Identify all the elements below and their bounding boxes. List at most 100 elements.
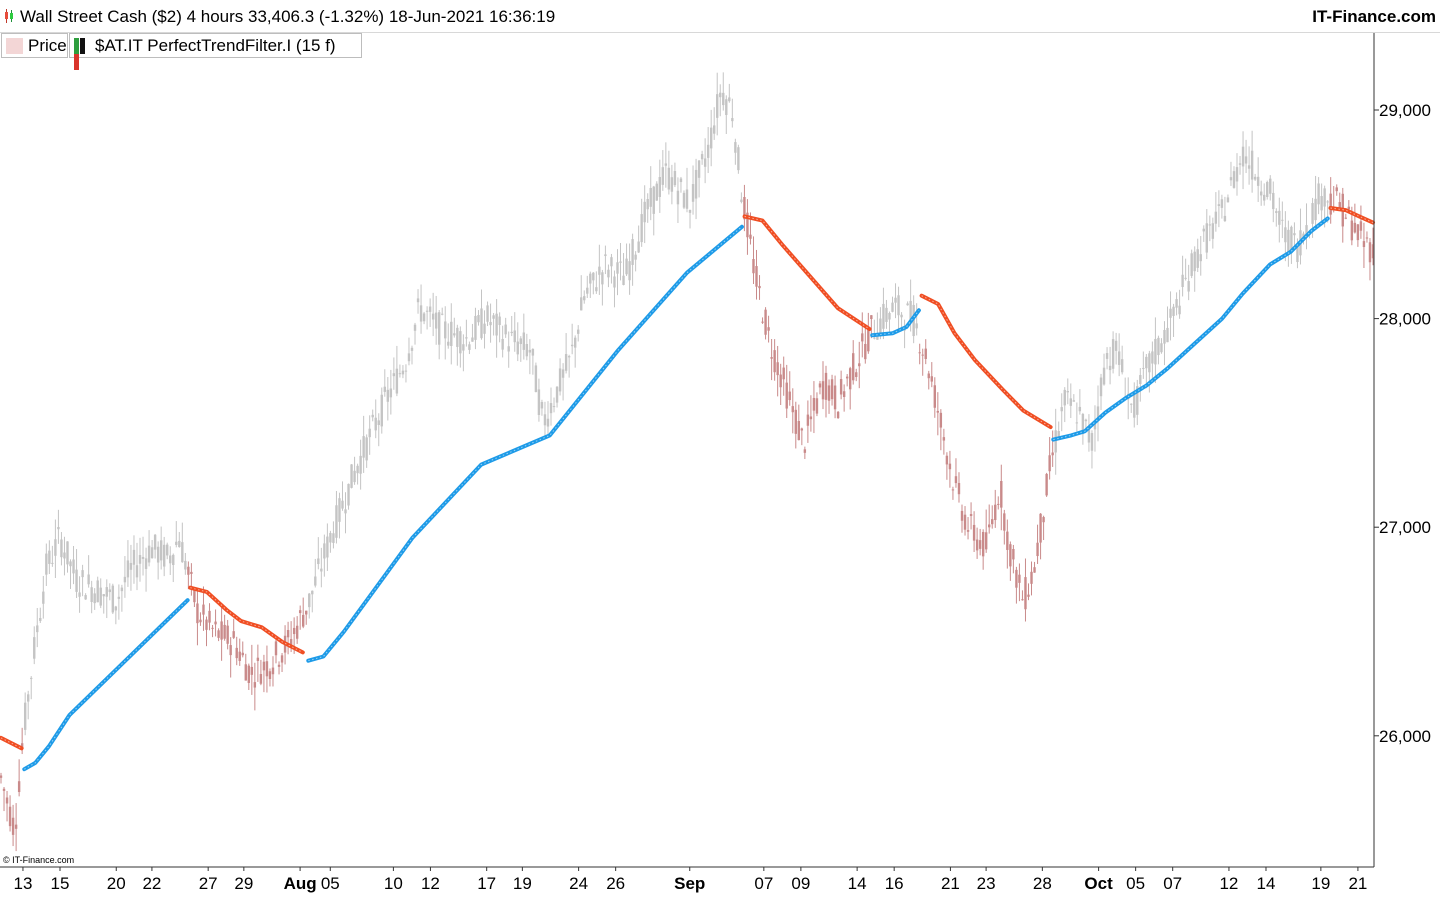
candle-body — [383, 386, 386, 392]
candle-body — [0, 775, 3, 778]
candle-body — [994, 504, 997, 521]
candle-body — [543, 414, 547, 426]
candle-body — [428, 306, 432, 312]
candle-body — [1226, 197, 1230, 203]
candle-body — [1263, 194, 1266, 201]
candle-body — [770, 357, 773, 359]
candle-body — [930, 376, 933, 382]
candle-body — [749, 234, 752, 239]
candle-body — [516, 341, 519, 355]
candle-body — [132, 549, 136, 565]
y-tick-label: 27,000 — [1379, 518, 1431, 537]
candle-body — [1154, 338, 1157, 365]
candle-body — [120, 587, 124, 592]
candle-body — [1335, 187, 1338, 192]
candle-body — [1241, 146, 1245, 167]
legend-price[interactable]: Price — [1, 33, 68, 58]
candle-body — [1102, 367, 1106, 385]
candle-body — [1281, 219, 1284, 221]
candle-body — [1114, 340, 1118, 351]
candle-body — [1145, 356, 1148, 369]
candle-body — [797, 420, 801, 441]
candle-body — [991, 519, 994, 525]
candle-body — [265, 661, 269, 677]
candle-body — [891, 302, 894, 312]
candle-body — [564, 354, 568, 371]
candle-body — [1205, 223, 1208, 253]
candle-body — [404, 370, 408, 372]
candle-body — [697, 160, 701, 178]
candle-body — [398, 373, 402, 375]
trend-filter-series — [0, 206, 1375, 772]
candle-body — [743, 197, 746, 220]
candle-body — [628, 261, 631, 281]
candle-body — [416, 298, 420, 303]
candle-body — [1202, 228, 1205, 232]
candle-body — [413, 324, 417, 331]
candle-body — [779, 374, 782, 388]
candle-body — [407, 353, 411, 362]
candle-body — [827, 385, 831, 401]
candle-body — [250, 666, 254, 675]
candle-body — [286, 630, 290, 638]
candle-body — [280, 655, 284, 663]
candle-body — [1229, 177, 1233, 181]
candle-body — [1084, 419, 1088, 422]
candle-body — [1214, 211, 1218, 224]
candle-body — [1247, 165, 1251, 169]
candle-body — [214, 621, 217, 625]
candle-body — [549, 403, 553, 414]
candle-body — [1172, 306, 1175, 316]
candle-body — [670, 177, 674, 192]
candle-body — [924, 348, 927, 359]
price-swatch-icon — [6, 38, 23, 54]
candle-body — [1290, 226, 1293, 253]
candle-body — [431, 313, 435, 320]
brand-name: IT-Finance.com — [1312, 7, 1436, 26]
copyright-notice: © IT-Finance.com — [3, 855, 75, 865]
candle-body — [66, 541, 69, 565]
candle-body — [1009, 544, 1012, 567]
candle-body — [117, 596, 121, 599]
candle-body — [1232, 171, 1236, 188]
candle-body — [528, 349, 532, 353]
candle-body — [359, 455, 362, 474]
candle-body — [57, 526, 60, 530]
candle-body — [870, 315, 873, 320]
candle-body — [274, 641, 278, 656]
candle-body — [380, 394, 383, 427]
candle-body — [17, 781, 21, 793]
candle-body — [1075, 422, 1079, 424]
candle-body — [1275, 211, 1278, 213]
candle-body — [598, 266, 601, 275]
candle-body — [60, 539, 63, 558]
candle-body — [604, 254, 607, 257]
candle-body — [1184, 277, 1187, 279]
candle-body — [951, 489, 955, 491]
candle-body — [78, 592, 81, 597]
candle-body — [673, 170, 677, 186]
candle-body — [422, 313, 426, 322]
candle-body — [1311, 203, 1314, 224]
trend-segment-down-6 — [919, 293, 1053, 430]
candle-body — [1250, 150, 1254, 180]
candle-body — [202, 604, 205, 615]
candle-body — [1039, 513, 1042, 543]
candle-body — [36, 625, 39, 633]
candle-body — [906, 303, 909, 306]
candle-body — [909, 300, 912, 323]
candle-body — [365, 437, 368, 461]
candle-body — [1066, 391, 1069, 393]
candle-body — [166, 544, 169, 556]
candle-body — [1353, 222, 1357, 233]
candle-body — [1090, 433, 1094, 451]
legend-indicator[interactable]: $AT.IT PerfectTrendFilter.I (15 f) — [69, 33, 362, 70]
candle-body — [335, 505, 338, 538]
candle-body — [691, 184, 695, 202]
candle-body — [731, 118, 734, 122]
candle-body — [1078, 406, 1082, 412]
candle-body — [1169, 308, 1172, 318]
candle-body — [1072, 400, 1076, 402]
candle-body — [1196, 249, 1199, 268]
candle-body — [344, 509, 347, 514]
